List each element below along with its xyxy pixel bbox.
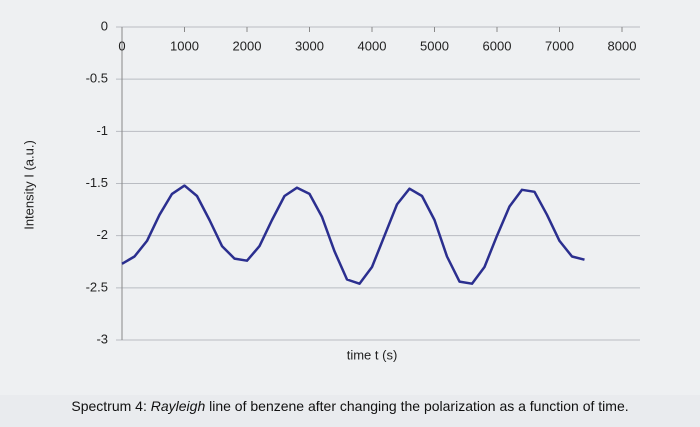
x-tick-label: 4000 [358,38,387,53]
chart: Intensity I (a.u.) time t (s) 0 -0.5 -1 -1.… [0,0,700,395]
chart-background [0,0,700,395]
y-tick-label: -2 [96,227,108,242]
caption-rest: line of benzene after changing the polar… [209,398,629,414]
y-tick-label: -2.5 [86,279,108,294]
data-line [121,184,585,285]
y-tick-label: -1 [96,123,108,138]
caption-prefix: Spectrum 4: [71,398,147,414]
y-tick-label: -3 [96,331,108,346]
x-tick-label: 8000 [608,38,637,53]
caption: Spectrum 4: Rayleigh line of benzene aft… [0,398,700,414]
x-tick-label: 6000 [483,38,512,53]
x-tick-label: 2000 [233,38,262,53]
x-tick-label: 3000 [295,38,324,53]
x-tick-label: 0 [118,38,125,53]
y-tick-label: -0.5 [86,71,108,86]
x-axis-label: time t (s) [347,347,398,362]
caption-italic: Rayleigh [150,398,206,414]
y-axis-label: Intensity I (a.u.) [21,140,36,230]
y-tick-label: -1.5 [86,175,108,190]
x-tick-label: 5000 [420,38,449,53]
x-tick-label: 7000 [545,38,574,53]
y-tick-label: 0 [101,18,108,33]
x-tick-label: 1000 [170,38,199,53]
